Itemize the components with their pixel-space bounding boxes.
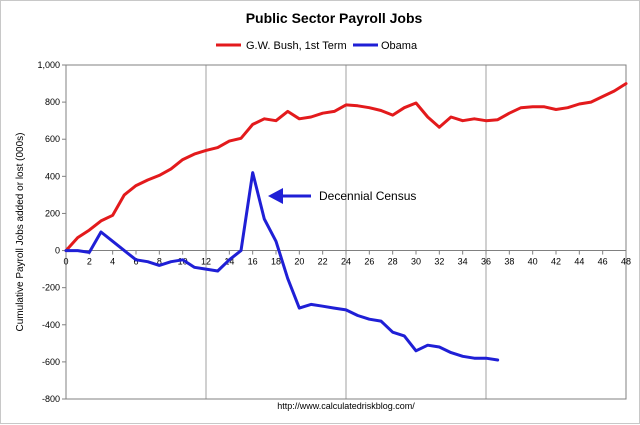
x-tick-label-4: 8 xyxy=(157,257,162,267)
annotation-text: Decennial Census xyxy=(319,189,416,203)
y-axis-ticks: 1,000 800 600 400 200 0 -200 -400 -600 -800 xyxy=(37,60,66,404)
annotation: Decennial Census xyxy=(268,188,416,204)
x-axis-ticks: 0 2 4 6 8 10 12 14 16 18 20 22 24 26 28 30 32 34 36 38 40 42 4… xyxy=(63,250,631,267)
y-tick-label-1: 800 xyxy=(45,97,60,107)
x-tick-label-6: 12 xyxy=(201,257,211,267)
y-tick-label-8: -600 xyxy=(42,357,60,367)
x-tick-label-17: 34 xyxy=(458,257,468,267)
x-tick-label-22: 44 xyxy=(574,257,584,267)
x-tick-label-3: 6 xyxy=(133,257,138,267)
legend-label-bush: G.W. Bush, 1st Term xyxy=(246,40,347,52)
x-tick-label-2: 4 xyxy=(110,257,115,267)
plot-area-border xyxy=(65,64,627,400)
x-tick-label-8: 16 xyxy=(248,257,258,267)
x-tick-label-15: 30 xyxy=(411,257,421,267)
x-tick-label-9: 18 xyxy=(271,257,281,267)
x-tick-label-13: 26 xyxy=(364,257,374,267)
annotation-arrow-head xyxy=(268,188,283,204)
x-tick-label-14: 28 xyxy=(388,257,398,267)
x-tick-label-19: 38 xyxy=(504,257,514,267)
x-tick-label-18: 36 xyxy=(481,257,491,267)
x-tick-label-11: 22 xyxy=(318,257,328,267)
x-tick-label-10: 20 xyxy=(294,257,304,267)
series-line-0 xyxy=(64,82,628,253)
y-tick-label-6: -200 xyxy=(42,283,60,293)
series-layer xyxy=(64,82,628,362)
legend: G.W. Bush, 1st Term Obama xyxy=(216,40,418,52)
x-tick-label-23: 46 xyxy=(598,257,608,267)
x-tick-label-20: 40 xyxy=(528,257,538,267)
y-tick-label-5: 0 xyxy=(55,246,60,256)
series-line-1 xyxy=(64,171,500,362)
y-tick-label-2: 600 xyxy=(45,134,60,144)
legend-label-obama: Obama xyxy=(381,40,418,52)
y-tick-label-7: -400 xyxy=(42,320,60,330)
x-tick-label-0: 0 xyxy=(63,257,68,267)
chart-title: Public Sector Payroll Jobs xyxy=(246,10,423,26)
x-tick-label-1: 2 xyxy=(87,257,92,267)
x-tick-label-21: 42 xyxy=(551,257,561,267)
x-tick-label-24: 48 xyxy=(621,257,631,267)
y-tick-label-9: -800 xyxy=(42,394,60,404)
y-tick-label-0: 1,000 xyxy=(37,60,60,70)
x-tick-label-12: 24 xyxy=(341,257,351,267)
y-tick-label-3: 400 xyxy=(45,171,60,181)
x-tick-label-16: 32 xyxy=(434,257,444,267)
y-tick-label-4: 200 xyxy=(45,208,60,218)
y-axis-label: Cumulative Payroll Jobs added or lost (0… xyxy=(15,133,26,332)
source-url: http://www.calculatedriskblog.com/ xyxy=(277,401,415,411)
